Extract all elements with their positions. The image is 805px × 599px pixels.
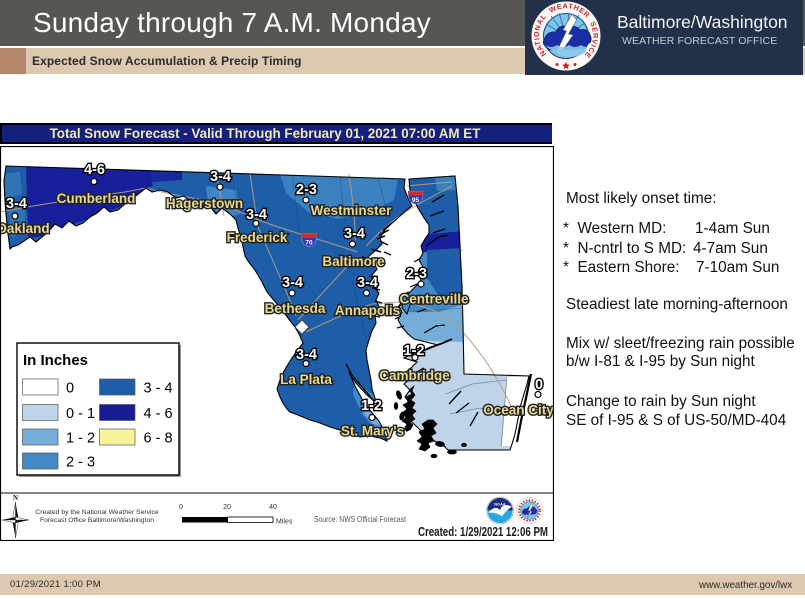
svg-text:Created by the National Weathe: Created by the National Weather Service bbox=[35, 509, 159, 516]
svg-text:Ocean City: Ocean City bbox=[483, 403, 554, 418]
svg-text:Oakland: Oakland bbox=[0, 221, 50, 236]
svg-text:0 - 1: 0 - 1 bbox=[66, 406, 95, 422]
svg-text:3 - 4: 3 - 4 bbox=[144, 381, 173, 397]
svg-text:70: 70 bbox=[305, 239, 313, 246]
svg-text:Created: 1/29/2021 12:06 PM: Created: 1/29/2021 12:06 PM bbox=[418, 524, 548, 539]
svg-text:2-3: 2-3 bbox=[406, 266, 427, 282]
svg-text:Forecast Office Baltimore/Wash: Forecast Office Baltimore/Washington bbox=[40, 517, 154, 524]
svg-text:Centreville: Centreville bbox=[399, 292, 469, 307]
svg-text:In Inches: In Inches bbox=[23, 352, 88, 369]
svg-text:1 - 2: 1 - 2 bbox=[66, 431, 95, 447]
svg-text:4 - 6: 4 - 6 bbox=[144, 406, 173, 422]
svg-text:2-3: 2-3 bbox=[296, 182, 317, 198]
svg-text:NOAA: NOAA bbox=[494, 503, 505, 507]
svg-text:95: 95 bbox=[412, 197, 420, 204]
svg-text:0: 0 bbox=[66, 381, 74, 397]
svg-text:1-2: 1-2 bbox=[404, 343, 425, 359]
svg-text:3-4: 3-4 bbox=[344, 226, 365, 242]
svg-text:Hagerstown: Hagerstown bbox=[166, 196, 243, 211]
svg-text:3-4: 3-4 bbox=[357, 275, 378, 291]
svg-text:0: 0 bbox=[179, 504, 183, 511]
svg-text:N: N bbox=[13, 494, 18, 502]
svg-text:Cumberland: Cumberland bbox=[57, 191, 136, 206]
svg-text:1-2: 1-2 bbox=[361, 398, 382, 414]
svg-text:Baltimore: Baltimore bbox=[322, 254, 385, 269]
svg-text:3-4: 3-4 bbox=[6, 196, 27, 212]
svg-text:3-4: 3-4 bbox=[282, 275, 303, 291]
svg-text:6 - 8: 6 - 8 bbox=[144, 431, 173, 447]
svg-text:Frederick: Frederick bbox=[227, 230, 288, 245]
svg-text:40: 40 bbox=[269, 504, 277, 511]
svg-text:3-4: 3-4 bbox=[296, 347, 317, 363]
svg-text:Cambridge: Cambridge bbox=[379, 368, 450, 383]
svg-text:Miles: Miles bbox=[276, 519, 293, 526]
svg-text:0: 0 bbox=[535, 377, 543, 393]
svg-text:3-4: 3-4 bbox=[246, 207, 267, 223]
svg-text:20: 20 bbox=[223, 504, 231, 511]
svg-text:Westminster: Westminster bbox=[311, 203, 393, 218]
svg-text:Annapolis: Annapolis bbox=[335, 303, 400, 318]
svg-text:Source: NWS Official Forecast: Source: NWS Official Forecast bbox=[314, 515, 407, 524]
svg-text:St. Mary's: St. Mary's bbox=[341, 424, 404, 439]
svg-text:La Plata: La Plata bbox=[280, 372, 332, 387]
svg-text:3-4: 3-4 bbox=[210, 169, 231, 185]
svg-text:4-6: 4-6 bbox=[84, 162, 105, 178]
svg-text:Bethesda: Bethesda bbox=[265, 301, 326, 316]
svg-text:2 - 3: 2 - 3 bbox=[66, 455, 95, 471]
